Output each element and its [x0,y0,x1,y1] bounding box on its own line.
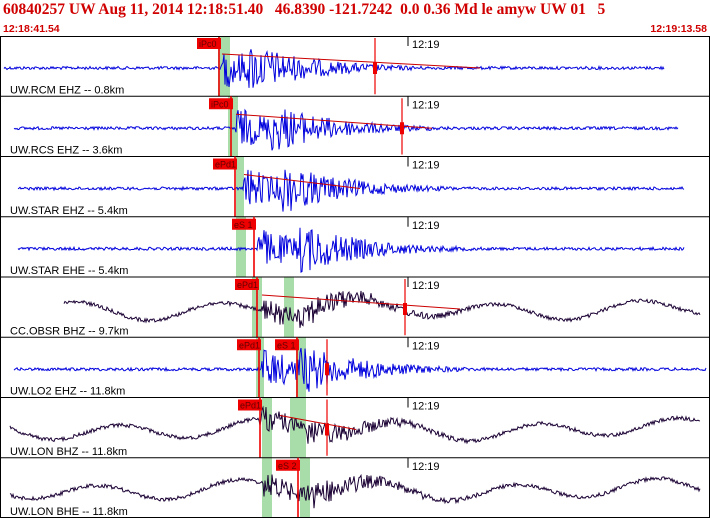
phase-pick-flag[interactable] [197,38,221,49]
minute-tick-label: 12:19 [412,340,440,352]
phase-pick-label: eS 2 [278,461,297,471]
minute-tick-label: 12:19 [412,461,440,473]
station-label: UW.RCS EHZ -- 3.6km [10,145,122,157]
minute-tick-label: 12:19 [412,39,440,51]
analysis-window [290,397,306,458]
station-label: UW.STAR EHZ -- 5.4km [10,205,128,217]
minute-tick-label: 12:19 [412,160,440,172]
coda-end-tick [403,303,407,315]
phase-pick-label: eS 1 [277,340,296,350]
waveform-trace[interactable] [9,405,701,445]
phase-pick-flag[interactable] [276,459,300,471]
analysis-window [300,457,310,518]
coda-fit-line [261,294,461,310]
station-label: UW.LON BHZ -- 11.8km [10,446,127,458]
station-label: UW.LON BHE -- 11.8km [10,506,128,518]
coda-fit-line [235,113,433,129]
analysis-window [236,156,244,217]
waveform-trace[interactable] [13,108,679,151]
coda-end-tick [400,122,404,135]
station-label: CC.OBSR BHZ -- 9.7km [10,325,129,337]
waveform-trace[interactable] [17,227,685,273]
station-label: UW.LO2 EHZ -- 11.8km [10,386,125,398]
phase-pick-label: ePd1 [215,160,236,170]
coda-end-tick [325,423,329,436]
phase-pick-label: eS 1 [234,220,253,230]
waveform-trace[interactable] [9,473,701,509]
minute-tick-label: 12:19 [412,280,440,292]
minute-tick-label: 12:19 [412,220,440,232]
minute-tick-label: 12:19 [412,401,440,413]
coda-end-tick [325,363,329,376]
waveform-trace[interactable] [63,290,701,328]
end-time: 12:19:13.58 [650,23,707,35]
phase-pick-flag[interactable] [235,279,259,290]
coda-end-tick [373,62,377,74]
phase-pick-flag[interactable] [209,98,233,110]
analysis-window [228,96,238,157]
phase-pick-label: iPc0 [199,39,217,49]
analysis-window [296,337,306,398]
header-bar: 60840257 UW Aug 11, 2014 12:18:51.40 46.… [0,0,710,36]
event-title: 60840257 UW Aug 11, 2014 12:18:51.40 46.… [3,1,606,18]
waveform-trace[interactable] [3,49,665,88]
minute-tick-label: 12:19 [412,99,440,111]
phase-pick-flag[interactable] [213,158,237,170]
phase-pick-flag[interactable] [238,399,262,411]
analysis-window [284,277,294,338]
coda-fit-line [221,53,481,69]
start-time: 12:18:41.54 [3,23,60,35]
analysis-window [256,337,264,398]
seismogram-panel[interactable]: 12:19 iPc0 UW.RCM EHZ -- 0.8km 12:19 iPc0 UW.… [0,36,710,518]
phase-pick-label: ePd1 [239,340,260,350]
station-label: UW.RCM EHZ -- 0.8km [10,84,124,96]
phase-pick-flag[interactable] [237,339,261,351]
phase-pick-label: iPc0 [211,99,229,109]
waveform-trace[interactable] [17,169,685,212]
phase-pick-flag[interactable] [275,339,299,351]
phase-pick-flag[interactable] [232,218,256,230]
phase-pick-label: ePd1 [237,280,258,290]
coda-fit-line [279,415,357,430]
station-label: UW.STAR EHE -- 5.4km [10,265,128,277]
coda-fit-line [243,174,361,189]
waveform-trace[interactable] [13,347,707,392]
phase-pick-label: ePd1 [240,401,261,411]
